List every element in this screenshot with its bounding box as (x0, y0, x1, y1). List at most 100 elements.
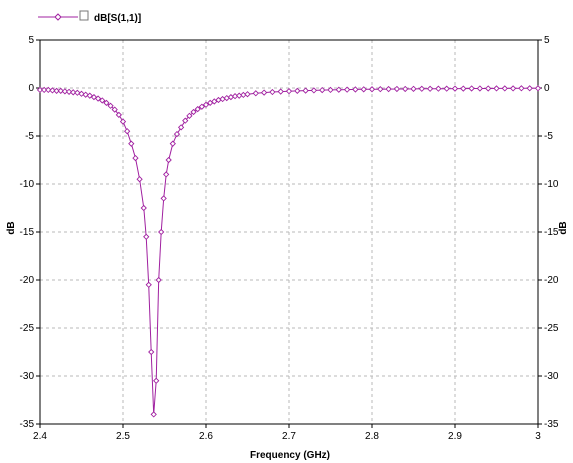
y-tick-label-left: -35 (20, 419, 35, 430)
data-point (119, 118, 127, 125)
data-point (177, 124, 185, 131)
data-point (198, 103, 205, 110)
data-point (82, 91, 89, 98)
data-point (319, 86, 326, 94)
data-point (518, 85, 525, 92)
data-point (327, 86, 334, 94)
data-point (150, 411, 157, 418)
data-point (111, 106, 118, 113)
data-point (78, 90, 85, 97)
data-point (53, 87, 60, 95)
data-point (360, 86, 367, 93)
data-point (70, 89, 77, 96)
x-axis-label: Frequency (GHz) (250, 450, 330, 461)
data-point (244, 91, 251, 98)
y-tick-label-left: -15 (20, 227, 35, 238)
data-point (140, 204, 147, 212)
data-point (534, 85, 542, 92)
data-point (352, 86, 359, 93)
data-point (509, 85, 517, 92)
data-point (165, 156, 172, 164)
x-tick-label: 2.4 (33, 431, 47, 442)
data-point (418, 85, 425, 92)
data-point (468, 85, 475, 92)
data-point (65, 88, 73, 95)
legend: dB[S(1,1)] (38, 10, 141, 24)
x-tick-label: 3 (535, 431, 541, 442)
x-tick-label: 2.6 (199, 431, 213, 442)
data-point (103, 99, 110, 107)
data-point (294, 87, 301, 95)
data-point (393, 85, 401, 93)
data-point (426, 85, 434, 92)
y-tick-label-right: -25 (544, 323, 559, 334)
data-point (155, 276, 162, 284)
data-point (236, 92, 243, 99)
y-tick-label-right: 5 (544, 35, 550, 46)
legend-checkbox[interactable] (79, 10, 89, 21)
data-point (460, 85, 467, 92)
data-point (443, 85, 450, 92)
data-point (136, 176, 143, 183)
data-point (182, 117, 189, 124)
data-point (223, 94, 230, 102)
legend-label: dB[S(1,1)] (94, 13, 141, 24)
data-point (107, 102, 114, 109)
x-tick-label: 2.7 (282, 431, 296, 442)
data-point (343, 86, 351, 93)
data-point (163, 171, 170, 178)
data-point (194, 105, 201, 113)
data-point (227, 93, 235, 101)
data-point (385, 85, 392, 93)
data-point (145, 281, 152, 288)
x-tick-label: 2.5 (116, 431, 130, 442)
data-point (148, 348, 155, 356)
y-tick-label-right: -20 (544, 275, 559, 286)
data-point (368, 86, 376, 93)
data-point (269, 88, 276, 96)
data-point (190, 108, 197, 116)
y-tick-label-left: -20 (20, 275, 35, 286)
data-point (219, 95, 226, 103)
series-layer (36, 85, 542, 418)
grid (40, 40, 538, 424)
data-point (41, 86, 48, 94)
data-point (158, 228, 165, 236)
y-tick-label-left: -5 (25, 131, 34, 142)
y-tick-label-right: -30 (544, 371, 559, 382)
data-point (493, 85, 500, 92)
data-point (57, 87, 64, 95)
data-point (132, 154, 139, 162)
data-point (94, 95, 102, 102)
data-point (377, 86, 384, 93)
y-tick-label-left: -10 (20, 179, 35, 190)
data-point (260, 89, 268, 96)
x-tick-label: 2.9 (448, 431, 462, 442)
data-point (74, 89, 81, 96)
y-tick-label-right: -10 (544, 179, 559, 190)
data-point (277, 88, 284, 95)
data-point (285, 88, 293, 95)
data-point (526, 85, 533, 92)
y-tick-label-right: -5 (544, 131, 553, 142)
data-point (169, 140, 176, 147)
data-point (252, 90, 259, 97)
data-point (61, 88, 69, 95)
y-tick-label-left: 5 (28, 35, 34, 46)
data-point (143, 233, 150, 240)
legend-marker (54, 13, 62, 21)
data-point (128, 140, 135, 147)
y-axis-label-right: dB (558, 221, 569, 234)
y-tick-label-right: -35 (544, 419, 559, 430)
data-point (476, 85, 484, 92)
data-point (186, 112, 193, 119)
data-point (202, 101, 210, 108)
data-point (335, 86, 342, 93)
y-tick-label-left: -30 (20, 371, 35, 382)
y-tick-label-right: -15 (544, 227, 559, 238)
data-point (451, 85, 459, 92)
x-tick-label: 2.8 (365, 431, 379, 442)
data-point (485, 85, 492, 92)
data-point (160, 195, 167, 202)
